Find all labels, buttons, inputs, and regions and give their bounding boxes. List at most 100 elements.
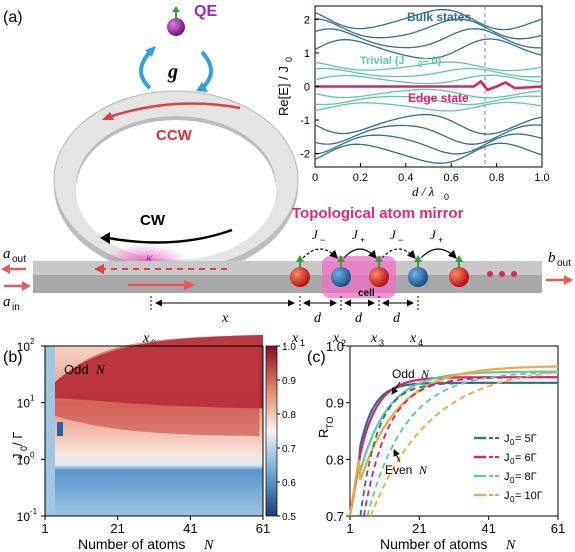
legend-sub-1: 0: [510, 457, 515, 466]
hopping-jplus-1: [343, 248, 377, 259]
inset-ytick-label: 1: [304, 48, 310, 60]
atom-4: [408, 267, 428, 287]
bulk-band-2: [314, 18, 543, 40]
heatmap-dip: [57, 422, 63, 436]
c-ytick-label: 0.8: [326, 452, 344, 467]
odd-label: Odd: [392, 367, 415, 381]
x4-label: x: [409, 331, 417, 346]
x1-label: x: [291, 331, 299, 346]
atom-1: [290, 267, 310, 287]
qe-label: QE: [194, 3, 217, 20]
j-minus-sub-2: −: [398, 235, 403, 245]
heatmap-n1-column: [45, 346, 55, 516]
trivial-sub: 0: [418, 60, 423, 69]
inset-band-plot: Bulk states Trivial (J 0 = 0) Edge state…: [276, 5, 550, 202]
a-in-label: a: [3, 294, 11, 310]
ccw-label: CCW: [156, 127, 193, 144]
b-ylabel: J: [10, 454, 25, 461]
c-xlabel: Number of atoms: [380, 536, 487, 552]
coupling-arrow-right-icon: [200, 50, 213, 90]
legend-label-0: J: [504, 433, 510, 445]
cell-label: cell: [358, 288, 375, 299]
bulk-band-1: [314, 28, 543, 49]
c-xtick-label: 41: [481, 521, 495, 536]
b-xtick-label: 21: [110, 521, 124, 536]
atom-5: [449, 267, 469, 287]
x-distance-label: x: [221, 311, 229, 326]
c-ytick-label: 1.0: [326, 339, 344, 354]
inset-xtick-label: 0.6: [444, 172, 459, 184]
odd-curve-3: [348, 365, 558, 517]
even-curve-3: [369, 371, 559, 517]
b-ytick-exp: -1: [30, 507, 38, 516]
bulk-band-7: [314, 142, 543, 164]
atom-2: [331, 267, 351, 287]
heatmap-mid-region: [48, 335, 260, 437]
legend-tail-2: = 8Γ: [515, 471, 537, 483]
atom-3: [369, 267, 389, 287]
bulk-band-3: [314, 9, 543, 31]
inset-xtick-label: 0.4: [398, 172, 413, 184]
trivial-band-0: [314, 74, 543, 85]
kappa-label: κ: [146, 251, 153, 266]
c-xtick-label: 1: [346, 521, 353, 536]
heatmap-frame: [44, 345, 264, 517]
j-plus-label-1: J: [352, 227, 359, 242]
even-label: Even: [385, 463, 412, 477]
edge-state-line: [315, 79, 543, 92]
legend-tail-0: = 5Γ: [515, 433, 537, 445]
x2-sub: 2: [341, 338, 346, 348]
legend-tail-1: = 6Γ: [515, 452, 537, 464]
odd-n-italic: N: [95, 362, 106, 377]
b-ytick-label: 10: [17, 340, 31, 354]
d-label-1: d: [314, 311, 322, 326]
cbar-tick-label: 0.8: [282, 410, 296, 421]
panel-a: (a) QE g CCW CW κ: [1, 3, 573, 348]
b-xtick-label: 61: [256, 521, 270, 536]
c-xlabel-n: N: [505, 538, 516, 552]
colorbar: [265, 345, 278, 517]
odd-n-label: Odd: [64, 362, 89, 377]
inset-xtick-label: 1.0: [534, 172, 549, 184]
a-in-sub: in: [12, 302, 20, 313]
hopping-jplus-2: [420, 248, 457, 259]
coupling-arrow-left-icon: [139, 50, 152, 90]
trivial-tail: = 0): [422, 55, 442, 67]
a-out-sub: out: [12, 254, 26, 265]
even-curve-2: [366, 371, 558, 517]
bulk-band-5: [314, 124, 543, 145]
even-curve-0: [359, 381, 558, 517]
panel-c-label: (c): [307, 349, 326, 366]
inset-xtick-label: 0: [312, 172, 318, 184]
b-xtick-label: 41: [183, 521, 197, 536]
inset-xlabel-sub: 0: [444, 192, 449, 202]
trivial-band-2: [314, 61, 543, 72]
inset-xtick-label: 0.8: [489, 172, 504, 184]
ellipsis-dot: [487, 271, 493, 277]
mirror-title: Topological atom mirror: [292, 205, 464, 222]
trivial-band-5: [314, 101, 543, 112]
b-ytick-label: 10: [17, 453, 31, 467]
c-xtick-label: 61: [551, 521, 565, 536]
position-axis: [150, 296, 419, 310]
even-pointer-icon: [393, 449, 401, 463]
c-ylabel: R: [316, 429, 331, 438]
b-ytick-exp: 2: [30, 337, 35, 346]
trivial-label: Trivial (J: [360, 55, 405, 67]
j-minus-label-1: J: [312, 227, 319, 242]
x0-label: x: [142, 331, 150, 346]
inset-ytick-label: -1: [300, 115, 310, 127]
odd-curve-1: [348, 376, 558, 517]
bulk-states-label: Bulk states: [407, 10, 471, 24]
inset-xlabel: d / λ: [412, 184, 435, 199]
cbar-tick-label: 0.5: [282, 512, 296, 523]
b-ytick-label: 10: [17, 397, 31, 411]
cbar-tick-label: 1.0: [282, 342, 296, 353]
c-ytick-label: 0.7: [326, 509, 344, 524]
cbar-tick-label: 0.9: [282, 376, 296, 387]
j-minus-sub-1: −: [320, 235, 325, 245]
